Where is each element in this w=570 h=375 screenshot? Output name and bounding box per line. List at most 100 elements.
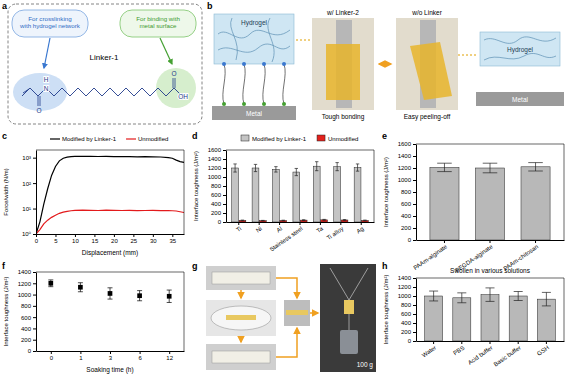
panel-label: d [192,131,198,141]
error-bar-cap [78,282,83,283]
y-tick-mark [413,228,416,229]
y-tick-label: 1400 [398,153,412,159]
y-axis-title: Interface toughness (J/m²) [193,151,199,221]
x-tick: 5 [54,234,58,244]
x-tick-mark [535,240,536,243]
y-tick-mark [413,204,416,205]
y-axis-line [416,279,417,342]
x-tick-mark [36,234,37,237]
y-tick-mark [33,234,36,235]
error-bar [315,162,318,171]
x-tick-mark [114,234,115,237]
plot-area: 02004006008001000120014001600TiNiAlStain… [208,147,375,252]
photo-title: w/ Linker-2 [326,9,359,16]
y-tick-label: 1400 [208,156,222,162]
y-tick: 1000 [398,293,416,299]
error-bar-cap [261,220,264,221]
legend-swatch [50,138,60,139]
x-tick-mark [51,351,52,354]
marks [48,280,171,303]
text-line: For crosslinking [28,15,72,22]
hanging-string [330,268,368,330]
error-bar [48,280,53,287]
y-tick: 1200 [398,284,416,290]
polymer-network [484,37,556,44]
arrow [240,290,242,298]
error-bar-line [490,163,491,173]
y-tick: 10¹ [22,206,36,212]
error-bar-cap [254,164,257,165]
plot-area: 0200400600800100012001400WaterPBSAcid bu… [398,275,565,367]
y-axis-title: Interface toughness (J/m²) [383,274,389,344]
error-bar-cap [241,220,244,221]
x-tick-label: 25 [131,238,138,244]
y-tick: 1600 [208,147,226,153]
plot-frame [36,150,184,234]
error-bar-line [490,288,491,302]
left-note: For crosslinkingwith hydrogel network [19,15,81,29]
error-bar [528,163,543,171]
error-bar-cap [457,302,466,303]
binding-region [156,68,196,108]
y-tick-label: 200 [401,329,412,335]
y-tick-mark [413,287,416,288]
error-bar-cap [167,290,172,291]
photo-gel [410,42,452,100]
polymer-network [218,44,290,52]
y-tick-mark [413,341,416,342]
y-tick-label: 400 [21,326,32,332]
arrow [276,278,297,298]
y-tick-mark [223,186,226,187]
x-tick-mark [518,341,519,344]
error-bar-line [255,164,256,171]
x-tick: Ta [315,222,324,234]
x-tick-label: Stainless steel [269,225,304,252]
arrow [44,38,50,68]
y-tick-label: 1200 [398,165,412,171]
arrow [160,38,172,64]
y-tick-mark [413,305,416,306]
x-tick-label: PAAm-alginate [412,243,448,271]
y-tick: 10⁰ [22,231,36,237]
error-bar-cap [429,291,438,292]
x-tick: 12 [166,351,173,361]
x-tick-mark [340,222,341,225]
double-bond [173,78,175,88]
error-bar-cap [335,162,338,163]
y-tick-label: 800 [21,303,32,309]
data-line [36,156,184,234]
y-tick-label: 800 [401,302,412,308]
note-box [12,10,88,37]
y-tick-label: 200 [211,210,222,216]
marks [430,163,550,240]
photo [284,300,310,326]
x-tick-label: Ti [235,225,242,233]
y-tick-mark [413,296,416,297]
binding-end [242,102,246,106]
y-tick-label: 200 [401,225,412,231]
y-tick-label: 10² [22,181,31,187]
x-tick-label: 15 [92,238,99,244]
error-bar-line [461,293,462,303]
marks [232,162,369,222]
x-tick: 0 [35,234,39,244]
error-bar [335,163,338,171]
y-axis-line [226,151,227,223]
y-axis-line [416,145,417,241]
x-tick-label: 10 [72,238,79,244]
y-tick-mark [413,192,416,193]
x-tick-mark [153,234,154,237]
error-bar-cap [335,170,338,171]
bar [334,167,341,222]
error-bar-cap [356,163,359,164]
panel-label: b [207,1,213,11]
y-tick-mark [413,168,416,169]
y-tick-mark [413,156,416,157]
x-tick: 1 [79,351,83,361]
y-tick-label: 1000 [398,293,412,299]
plot-frame [36,272,184,351]
bar [313,166,320,222]
x-tick: 20 [111,234,118,244]
legend: Modified by Linker-1Unmodified [241,135,358,142]
y-tick: 1400 [208,156,226,162]
